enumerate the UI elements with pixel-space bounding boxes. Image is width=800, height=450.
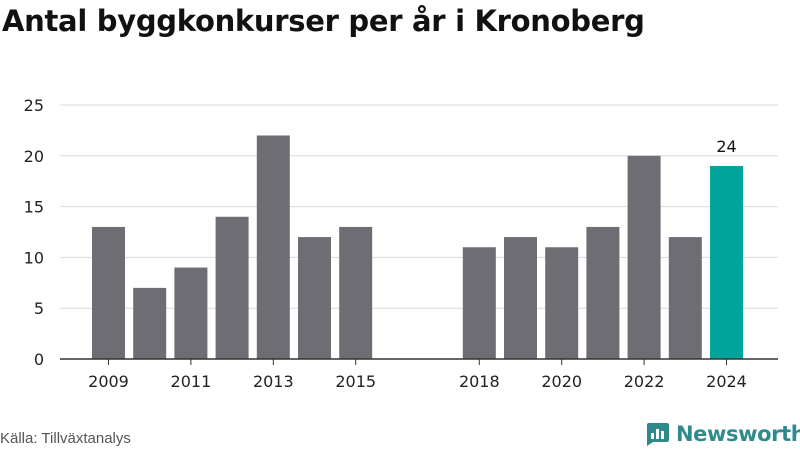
- bar-2020: [545, 247, 579, 359]
- x-tick-label: 2024: [706, 372, 747, 391]
- bar-2015: [339, 226, 373, 359]
- bar-2010: [133, 287, 167, 359]
- x-tick-label: 2018: [459, 372, 500, 391]
- bar-2013: [256, 135, 290, 359]
- data-labels: 24: [716, 137, 736, 156]
- bar-2012: [215, 216, 249, 359]
- y-axis-labels: 0 5 10 15 20 25: [24, 96, 44, 369]
- y-tick-label: 0: [34, 350, 44, 369]
- y-tick-label: 5: [34, 299, 44, 318]
- x-tick-label: 2013: [253, 372, 294, 391]
- x-tick-label: 2022: [624, 372, 665, 391]
- y-tick-label: 15: [24, 198, 44, 217]
- bars: [92, 135, 743, 359]
- x-tick-label: 2009: [88, 372, 129, 391]
- bar-2009: [92, 226, 125, 359]
- bar-2023: [668, 237, 702, 359]
- x-axis: 2009 2011 2013 2015 2018 2020 2022 2024: [60, 358, 778, 391]
- y-tick-label: 10: [24, 248, 44, 267]
- bar-2022: [627, 155, 661, 359]
- x-tick-label: 2015: [335, 372, 376, 391]
- bar-2019: [504, 237, 537, 359]
- bar-2014: [298, 237, 331, 359]
- source-note: Källa: Tillväxtanalys: [0, 430, 131, 447]
- x-tick-label: 2011: [171, 372, 212, 391]
- brand-logo: Newsworthy: [644, 421, 800, 447]
- y-tick-label: 25: [24, 96, 44, 115]
- y-tick-label: 20: [24, 147, 44, 166]
- bar-2011: [174, 267, 208, 359]
- bar-2021: [586, 226, 620, 359]
- chart-title: Antal byggkonkurser per år i Kronoberg: [2, 4, 645, 38]
- bar-2024: [710, 165, 743, 359]
- brand-name: Newsworthy: [676, 422, 800, 446]
- chart-bubble-icon: [647, 423, 669, 446]
- data-label-2024: 24: [716, 137, 736, 156]
- bar-2018: [462, 247, 496, 359]
- x-tick-label: 2020: [541, 372, 582, 391]
